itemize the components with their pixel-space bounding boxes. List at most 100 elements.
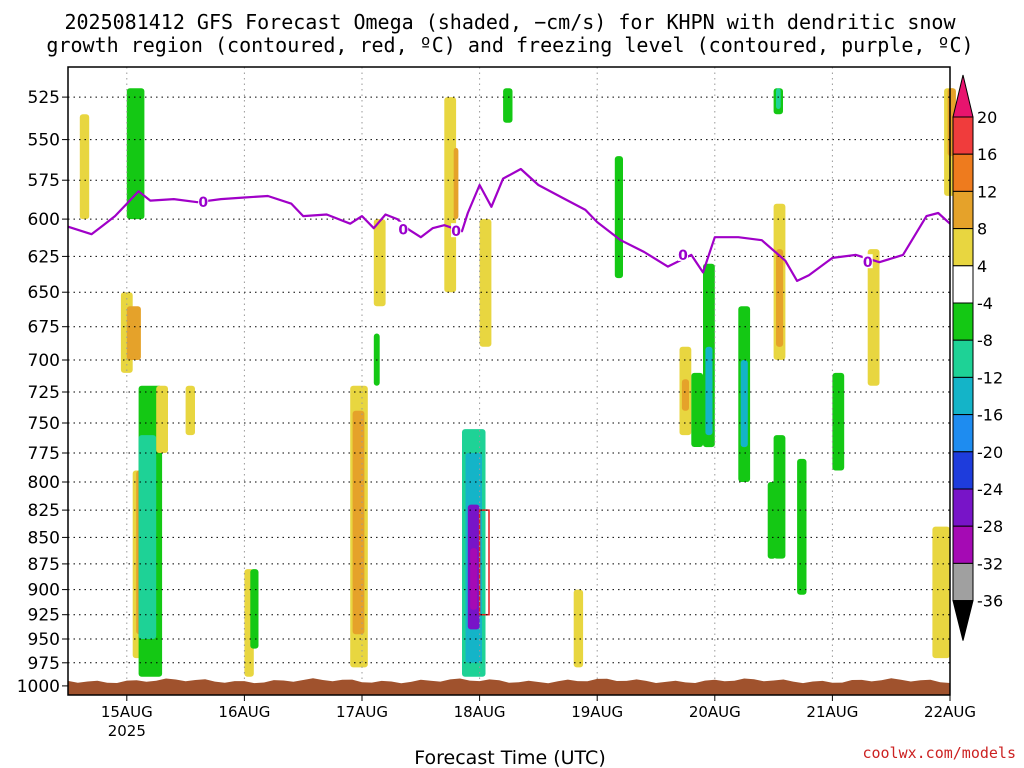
y-tick-label: 575	[28, 171, 60, 191]
ground-surface-fill	[68, 678, 950, 695]
omega-cell	[797, 458, 807, 595]
colorbar: 20 16 12 8 4 -4 -8 -12 -16 -20 -24 -28 -32 -36	[952, 74, 1003, 641]
omega-cell	[126, 88, 145, 220]
y-tick-label: 925	[28, 606, 60, 626]
omega-cell	[776, 88, 781, 110]
omega-cell	[250, 569, 259, 649]
colorbar-tick-label: 20	[977, 108, 997, 127]
colorbar-tick-label: 12	[977, 182, 997, 201]
plot-frame	[67, 66, 951, 696]
x-axis: 15AUG 16AUG 17AUG 18AUG 19AUG 20AUG 21AUG 22AUG…	[101, 695, 976, 740]
omega-cell	[156, 385, 168, 453]
plot-area: 0 0 0 0 0	[67, 66, 956, 696]
colorbar-segment	[952, 488, 974, 527]
y-tick-label: 550	[28, 131, 60, 151]
x-tick-label: 20AUG	[689, 703, 741, 721]
contour-label-bg	[198, 194, 209, 209]
x-tick-year: 2025	[108, 722, 146, 740]
x-tick-label: 18AUG	[454, 703, 506, 721]
colorbar-tick-label: -36	[977, 592, 1003, 611]
omega-cell	[773, 435, 786, 559]
y-tick-label: 625	[28, 247, 60, 267]
x-tick-label: 15AUG	[101, 703, 153, 721]
y-tick-label: 525	[28, 88, 60, 108]
colorbar-bottom-arrow	[952, 600, 974, 641]
contour-label-bg	[398, 221, 409, 236]
y-tick-label: 800	[28, 473, 60, 493]
colorbar-tick-label: -8	[977, 331, 993, 350]
freezing-level-label: 0	[678, 248, 688, 264]
omega-cell	[79, 114, 90, 220]
y-tick-label: 725	[28, 383, 60, 403]
freezing-level-label: 0	[451, 224, 461, 240]
omega-cell	[453, 147, 459, 220]
colorbar-tick-label: -24	[977, 480, 1003, 499]
colorbar-segment	[952, 562, 974, 602]
omega-cell	[614, 156, 623, 279]
plot-background	[68, 67, 950, 695]
colorbar-segment	[952, 265, 974, 304]
colorbar-top-arrow	[952, 74, 974, 118]
colorbar-tick-label: -12	[977, 368, 1003, 387]
colorbar-tick-label: 8	[977, 220, 987, 239]
omega-cell	[932, 526, 950, 659]
y-tick-label: 850	[28, 528, 60, 548]
chart-title-line-1: 2025081412 GFS Forecast Omega (shaded, −…	[64, 10, 956, 34]
freezing-level-contour: 0 0 0 0 0	[67, 167, 951, 282]
omega-cell	[138, 435, 157, 639]
omega-cell	[705, 346, 713, 436]
contour-label-bg	[678, 246, 688, 261]
freezing-level-label: 0	[863, 255, 873, 271]
omega-cell	[681, 379, 689, 411]
omega-cell	[185, 385, 195, 436]
colorbar-tick-label: -32	[977, 554, 1003, 573]
y-tick-label: 875	[28, 555, 60, 575]
omega-cell	[776, 249, 784, 347]
y-tick-label: 825	[28, 501, 60, 521]
y-tick-label: 950	[28, 630, 60, 650]
colorbar-tick-label: -20	[977, 443, 1003, 462]
colorbar-segment	[952, 302, 974, 341]
colorbar-segment	[952, 153, 974, 192]
omega-cell	[503, 88, 513, 123]
colorbar-segment	[952, 190, 974, 230]
freezing-level-label: 0	[198, 195, 208, 211]
contour-label-bg	[451, 223, 462, 238]
colorbar-tick-label: 16	[977, 145, 997, 164]
y-tick-label: 775	[28, 444, 60, 464]
omega-cell	[691, 372, 704, 447]
colorbar-segment	[952, 339, 974, 378]
y-tick-label: 1000	[17, 677, 60, 697]
omega-cell	[832, 372, 845, 471]
ground-surface	[68, 678, 950, 695]
y-tick-label: 675	[28, 318, 60, 338]
colorbar-segment	[952, 414, 974, 453]
contour-label-bg	[862, 254, 873, 269]
y-tick-label: 600	[28, 210, 60, 230]
omega-cell	[740, 360, 748, 448]
freezing-level-line	[67, 167, 951, 282]
colorbar-tick-label: 4	[977, 257, 987, 276]
x-axis-label: Forecast Time (UTC)	[414, 747, 605, 768]
colorbar-segment	[952, 228, 974, 267]
omega-cell	[373, 219, 386, 307]
colorbar-segment	[952, 525, 974, 564]
colorbar-segment	[952, 376, 974, 416]
omega-cell	[479, 219, 492, 347]
freezing-level-label: 0	[398, 223, 408, 239]
omega-cell	[470, 548, 478, 610]
x-tick-label: 16AUG	[218, 703, 270, 721]
chart-title-line-2: growth region (contoured, red, ºC) and f…	[46, 33, 973, 57]
colorbar-tick-label: -16	[977, 406, 1003, 425]
colorbar-segment	[952, 116, 974, 155]
omega-cell	[352, 410, 365, 635]
credit-link[interactable]: coolwx.com/models	[862, 744, 1016, 762]
omega-cell	[573, 589, 584, 668]
x-tick-label: 17AUG	[336, 703, 388, 721]
x-tick-label: 21AUG	[806, 703, 858, 721]
omega-cell	[444, 97, 457, 293]
y-tick-label: 650	[28, 283, 60, 303]
y-tick-label: 900	[28, 581, 60, 601]
y-tick-label: 975	[28, 654, 60, 674]
